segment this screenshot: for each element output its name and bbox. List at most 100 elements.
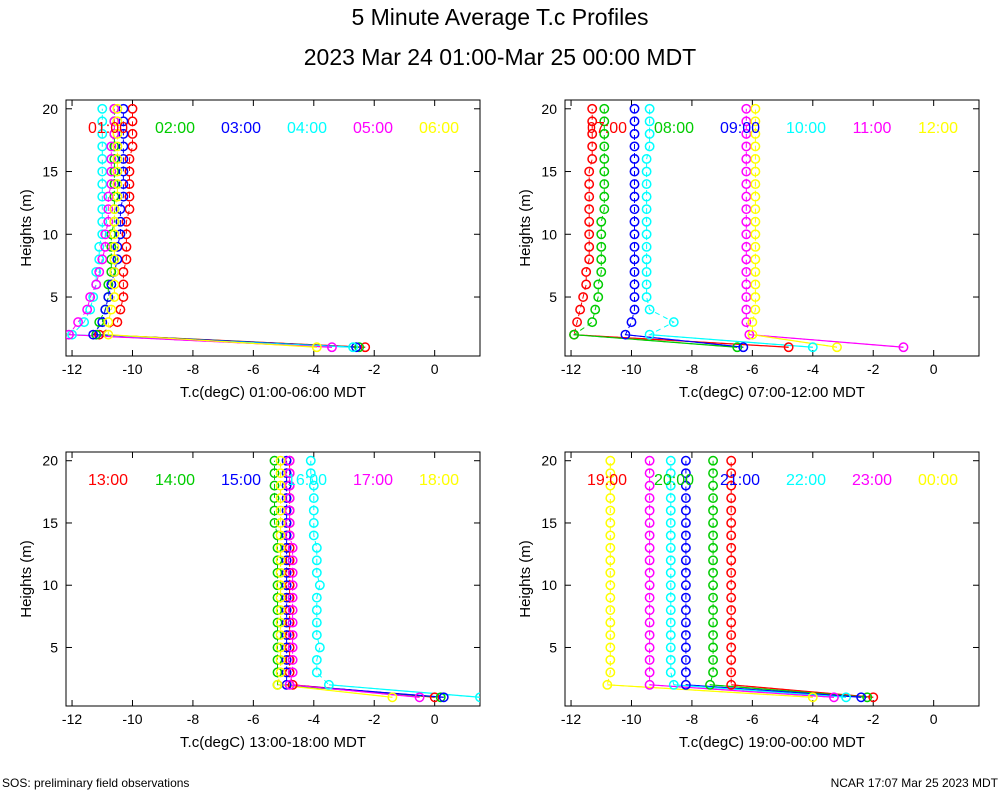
data-point [626,317,637,328]
series-line-11:00 [745,108,904,348]
data-point [348,342,359,353]
data-point [73,317,84,328]
data-point [832,342,842,353]
legend-entry: 10:00 [786,120,826,137]
data-point [311,605,322,616]
data-point [311,617,322,628]
data-point [605,642,616,653]
data-point [605,468,616,479]
data-point [644,667,655,678]
x-tick-label: -4 [807,361,820,377]
data-point [680,667,691,678]
data-point [680,555,691,566]
series-surface-segment [574,334,738,348]
data-point [284,679,295,690]
x-tick-label: 0 [431,711,439,727]
data-point [97,204,108,215]
data-point [708,493,719,504]
x-tick-label: -12 [62,361,82,377]
data-point [750,279,761,290]
data-point [644,304,655,315]
data-point [641,254,652,265]
data-point [112,254,123,265]
data-point [750,266,761,277]
data-point [708,542,719,553]
data-point [726,480,737,491]
data-point [599,128,610,139]
data-point [750,216,761,227]
data-point [680,679,691,690]
data-point [112,241,123,252]
data-point [287,605,298,616]
y-tick-label: 20 [42,101,58,117]
data-point [596,229,607,240]
data-point [750,128,761,139]
data-point [106,266,117,277]
profile-panel-3: -12 -10 -8 -6 -4 -2 0 5 10 15 20 T.c(degC) 13:00-18… [18,451,481,751]
data-point [269,480,280,491]
data-point [599,103,610,114]
data-point [644,141,655,152]
data-point [281,617,292,628]
data-point [726,679,737,690]
data-point [732,342,743,353]
data-point [644,605,655,616]
data-point [106,179,117,190]
series-line-10:00 [646,108,813,348]
data-point [726,493,737,504]
data-point [708,468,719,479]
y-tick-label: 5 [50,289,58,305]
data-point [680,630,691,640]
data-point [281,555,292,566]
data-point [605,567,616,578]
series-line-05:00 [68,108,332,348]
data-point [281,480,292,491]
data-point [599,154,610,164]
data-point [124,191,135,202]
legend-entry: 05:00 [353,120,393,137]
data-point [287,592,298,603]
data-point [82,304,93,315]
x-tick-label: -8 [686,711,699,727]
series-surface-segment [749,334,904,348]
data-point [629,128,640,139]
data-point [275,567,286,578]
legend-entry: 04:00 [287,120,327,137]
data-point [112,166,123,177]
data-point [587,141,598,152]
x-tick-label: -2 [368,361,381,377]
data-point [726,642,737,653]
data-point [629,191,640,202]
data-point [106,166,117,177]
series-line-00:00 [606,460,813,698]
data-point [587,116,598,127]
data-point [275,468,286,479]
data-point [644,116,655,127]
data-point [665,480,676,491]
x-axis-label: T.c(degC) 13:00-18:00 MDT [180,734,366,751]
data-point [326,342,337,353]
data-point [605,580,616,591]
x-tick-label: -4 [807,711,820,727]
data-point [629,241,640,252]
data-point [726,654,737,665]
series-line-03:00 [92,108,357,348]
data-point [807,692,818,703]
data-point [741,317,752,328]
data-point [641,292,652,302]
data-point [311,654,322,665]
data-point [311,667,322,678]
data-point [97,229,108,240]
data-point [287,667,298,678]
series-line-21:00 [685,460,862,698]
data-point [750,304,761,315]
data-point [629,216,640,227]
data-point [680,567,691,578]
x-tick-label: -6 [247,361,260,377]
data-point [269,505,280,516]
x-tick-label: 0 [930,711,938,727]
data-point [287,630,298,640]
data-point [115,229,126,240]
data-point [109,292,120,302]
data-point [97,103,108,114]
